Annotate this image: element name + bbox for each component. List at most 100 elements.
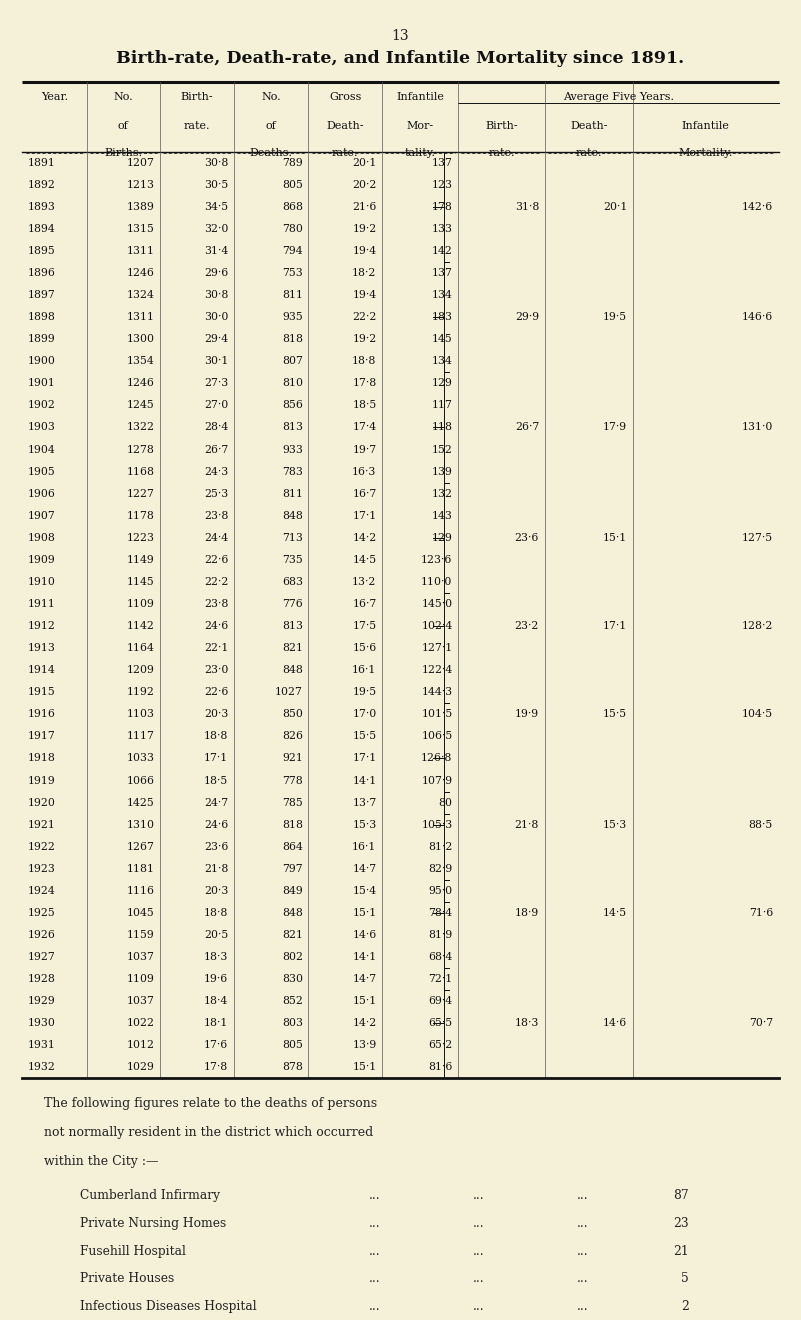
Text: 1181: 1181 <box>127 863 155 874</box>
Text: 137: 137 <box>432 268 453 279</box>
Text: 1315: 1315 <box>127 224 155 234</box>
Text: ...: ... <box>368 1217 380 1230</box>
Text: 15·3: 15·3 <box>603 820 627 830</box>
Text: 137: 137 <box>432 157 453 168</box>
Text: Mortality.: Mortality. <box>678 148 733 158</box>
Text: 1930: 1930 <box>27 1018 55 1028</box>
Text: 27·3: 27·3 <box>204 379 228 388</box>
Text: 1922: 1922 <box>27 842 55 851</box>
Text: 813: 813 <box>282 620 303 631</box>
Text: 23·6: 23·6 <box>204 842 228 851</box>
Text: 1037: 1037 <box>127 997 155 1006</box>
Text: Death-: Death- <box>327 121 364 132</box>
Text: 1925: 1925 <box>27 908 55 917</box>
Text: 22·2: 22·2 <box>352 312 376 322</box>
Text: 17·1: 17·1 <box>603 620 627 631</box>
Text: 17·5: 17·5 <box>352 620 376 631</box>
Text: 797: 797 <box>282 863 303 874</box>
Text: 1223: 1223 <box>127 533 155 543</box>
Text: 1311: 1311 <box>127 312 155 322</box>
Text: Births.: Births. <box>104 148 143 158</box>
Text: 15·1: 15·1 <box>603 533 627 543</box>
Text: 68·4: 68·4 <box>429 952 453 962</box>
Text: 19·5: 19·5 <box>603 312 627 322</box>
Text: 830: 830 <box>282 974 303 985</box>
Text: 19·2: 19·2 <box>352 224 376 234</box>
Text: 1897: 1897 <box>27 290 55 300</box>
Text: 23·6: 23·6 <box>515 533 539 543</box>
Text: 848: 848 <box>282 511 303 520</box>
Text: 71·6: 71·6 <box>749 908 773 917</box>
Text: 26·7: 26·7 <box>204 445 228 454</box>
Text: 850: 850 <box>282 709 303 719</box>
Text: Fusehill Hospital: Fusehill Hospital <box>80 1245 186 1258</box>
Text: 13: 13 <box>392 29 409 44</box>
Text: 1908: 1908 <box>27 533 55 543</box>
Text: ...: ... <box>368 1300 380 1313</box>
Text: 143: 143 <box>432 511 453 520</box>
Text: 65·2: 65·2 <box>429 1040 453 1051</box>
Text: 134: 134 <box>432 290 453 300</box>
Text: ...: ... <box>577 1300 589 1313</box>
Text: 78·4: 78·4 <box>429 908 453 917</box>
Text: 713: 713 <box>282 533 303 543</box>
Text: ...: ... <box>473 1189 485 1203</box>
Text: 818: 818 <box>282 334 303 345</box>
Text: 17·8: 17·8 <box>204 1063 228 1072</box>
Text: ...: ... <box>368 1189 380 1203</box>
Text: 1310: 1310 <box>127 820 155 830</box>
Text: 1916: 1916 <box>27 709 55 719</box>
Text: 18·8: 18·8 <box>352 356 376 366</box>
Text: No.: No. <box>114 92 133 103</box>
Text: 23·2: 23·2 <box>515 620 539 631</box>
Text: 1914: 1914 <box>27 665 55 676</box>
Text: 1896: 1896 <box>27 268 55 279</box>
Text: 15·1: 15·1 <box>352 997 376 1006</box>
Text: 1932: 1932 <box>27 1063 55 1072</box>
Text: ...: ... <box>368 1245 380 1258</box>
Text: 17·6: 17·6 <box>204 1040 228 1051</box>
Text: 1045: 1045 <box>127 908 155 917</box>
Text: 107·9: 107·9 <box>421 776 453 785</box>
Text: 16·1: 16·1 <box>352 665 376 676</box>
Text: 1037: 1037 <box>127 952 155 962</box>
Text: 776: 776 <box>282 599 303 609</box>
Text: 24·6: 24·6 <box>204 620 228 631</box>
Text: 16·7: 16·7 <box>352 599 376 609</box>
Text: 789: 789 <box>282 157 303 168</box>
Text: 1168: 1168 <box>127 466 155 477</box>
Text: 856: 856 <box>282 400 303 411</box>
Text: 921: 921 <box>282 754 303 763</box>
Text: 22·6: 22·6 <box>204 554 228 565</box>
Text: within the City :—: within the City :— <box>44 1155 159 1168</box>
Text: 18·5: 18·5 <box>352 400 376 411</box>
Text: 20·3: 20·3 <box>204 886 228 896</box>
Text: 1227: 1227 <box>127 488 155 499</box>
Text: 30·8: 30·8 <box>204 157 228 168</box>
Text: 785: 785 <box>282 797 303 808</box>
Text: 683: 683 <box>282 577 303 587</box>
Text: 14·5: 14·5 <box>603 908 627 917</box>
Text: 24·7: 24·7 <box>204 797 228 808</box>
Text: 24·4: 24·4 <box>204 533 228 543</box>
Text: 1913: 1913 <box>27 643 55 653</box>
Text: ...: ... <box>473 1272 485 1286</box>
Text: Mor-: Mor- <box>407 121 433 132</box>
Text: 1159: 1159 <box>127 931 155 940</box>
Text: ...: ... <box>577 1245 589 1258</box>
Text: 127·5: 127·5 <box>742 533 773 543</box>
Text: 26·7: 26·7 <box>515 422 539 433</box>
Text: 23·0: 23·0 <box>204 665 228 676</box>
Text: 132: 132 <box>432 488 453 499</box>
Text: 19·7: 19·7 <box>352 445 376 454</box>
Text: ...: ... <box>473 1245 485 1258</box>
Text: 15·1: 15·1 <box>352 1063 376 1072</box>
Text: Infantile: Infantile <box>682 121 730 132</box>
Text: 810: 810 <box>282 379 303 388</box>
Text: 133: 133 <box>432 224 453 234</box>
Text: 17·4: 17·4 <box>352 422 376 433</box>
Text: No.: No. <box>261 92 281 103</box>
Text: 849: 849 <box>282 886 303 896</box>
Text: 18·8: 18·8 <box>204 908 228 917</box>
Text: 1909: 1909 <box>27 554 55 565</box>
